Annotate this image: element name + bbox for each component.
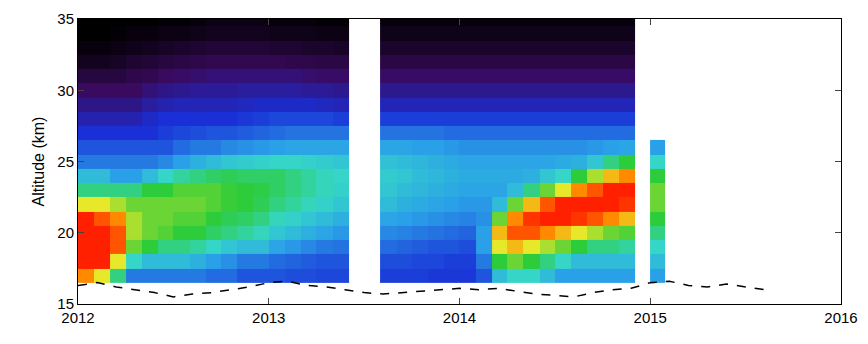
svg-text:20: 20 bbox=[57, 224, 74, 241]
svg-text:2012: 2012 bbox=[61, 309, 94, 326]
svg-text:25: 25 bbox=[57, 153, 74, 170]
svg-text:2016: 2016 bbox=[824, 309, 857, 326]
svg-text:Altitude (km): Altitude (km) bbox=[30, 117, 47, 207]
svg-text:2015: 2015 bbox=[634, 309, 667, 326]
svg-text:15: 15 bbox=[57, 295, 74, 312]
svg-text:30: 30 bbox=[57, 82, 74, 99]
svg-text:35: 35 bbox=[57, 10, 74, 27]
svg-text:2013: 2013 bbox=[252, 309, 285, 326]
svg-text:2014: 2014 bbox=[443, 309, 476, 326]
